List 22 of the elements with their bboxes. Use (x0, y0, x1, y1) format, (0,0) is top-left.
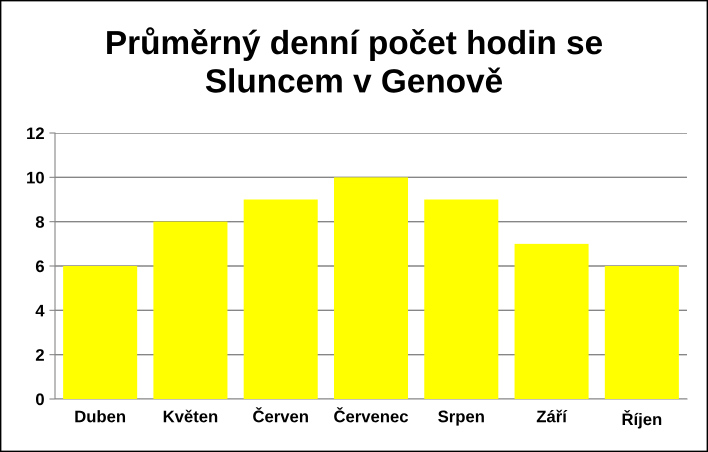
y-tick-label: 10 (27, 172, 44, 184)
y-tick-label: 0 (36, 393, 44, 406)
x-tick-label: Říjen (622, 410, 662, 428)
bar (334, 177, 408, 399)
y-tick-label: 2 (36, 349, 44, 361)
x-tick-label: Srpen (438, 410, 484, 426)
y-tick-label: 4 (36, 304, 44, 316)
bar (604, 266, 679, 399)
x-tick-label: Září (536, 410, 568, 422)
bar (63, 266, 138, 399)
bar (244, 200, 318, 399)
bar (424, 200, 498, 399)
y-tick-label: 8 (36, 216, 44, 228)
bar (153, 222, 228, 399)
y-tick-label: 6 (36, 260, 44, 272)
y-tick-label: 12 (27, 127, 44, 140)
x-tick-label: Červenec (334, 407, 408, 422)
x-tick-label: Květen (164, 410, 218, 422)
x-tick-label: Červen (253, 407, 308, 422)
bar (514, 244, 589, 399)
chart-title: Průměrný denní počet hodin se Sluncem v Genově (107, 27, 602, 93)
x-tick-label: Duben (75, 410, 126, 422)
